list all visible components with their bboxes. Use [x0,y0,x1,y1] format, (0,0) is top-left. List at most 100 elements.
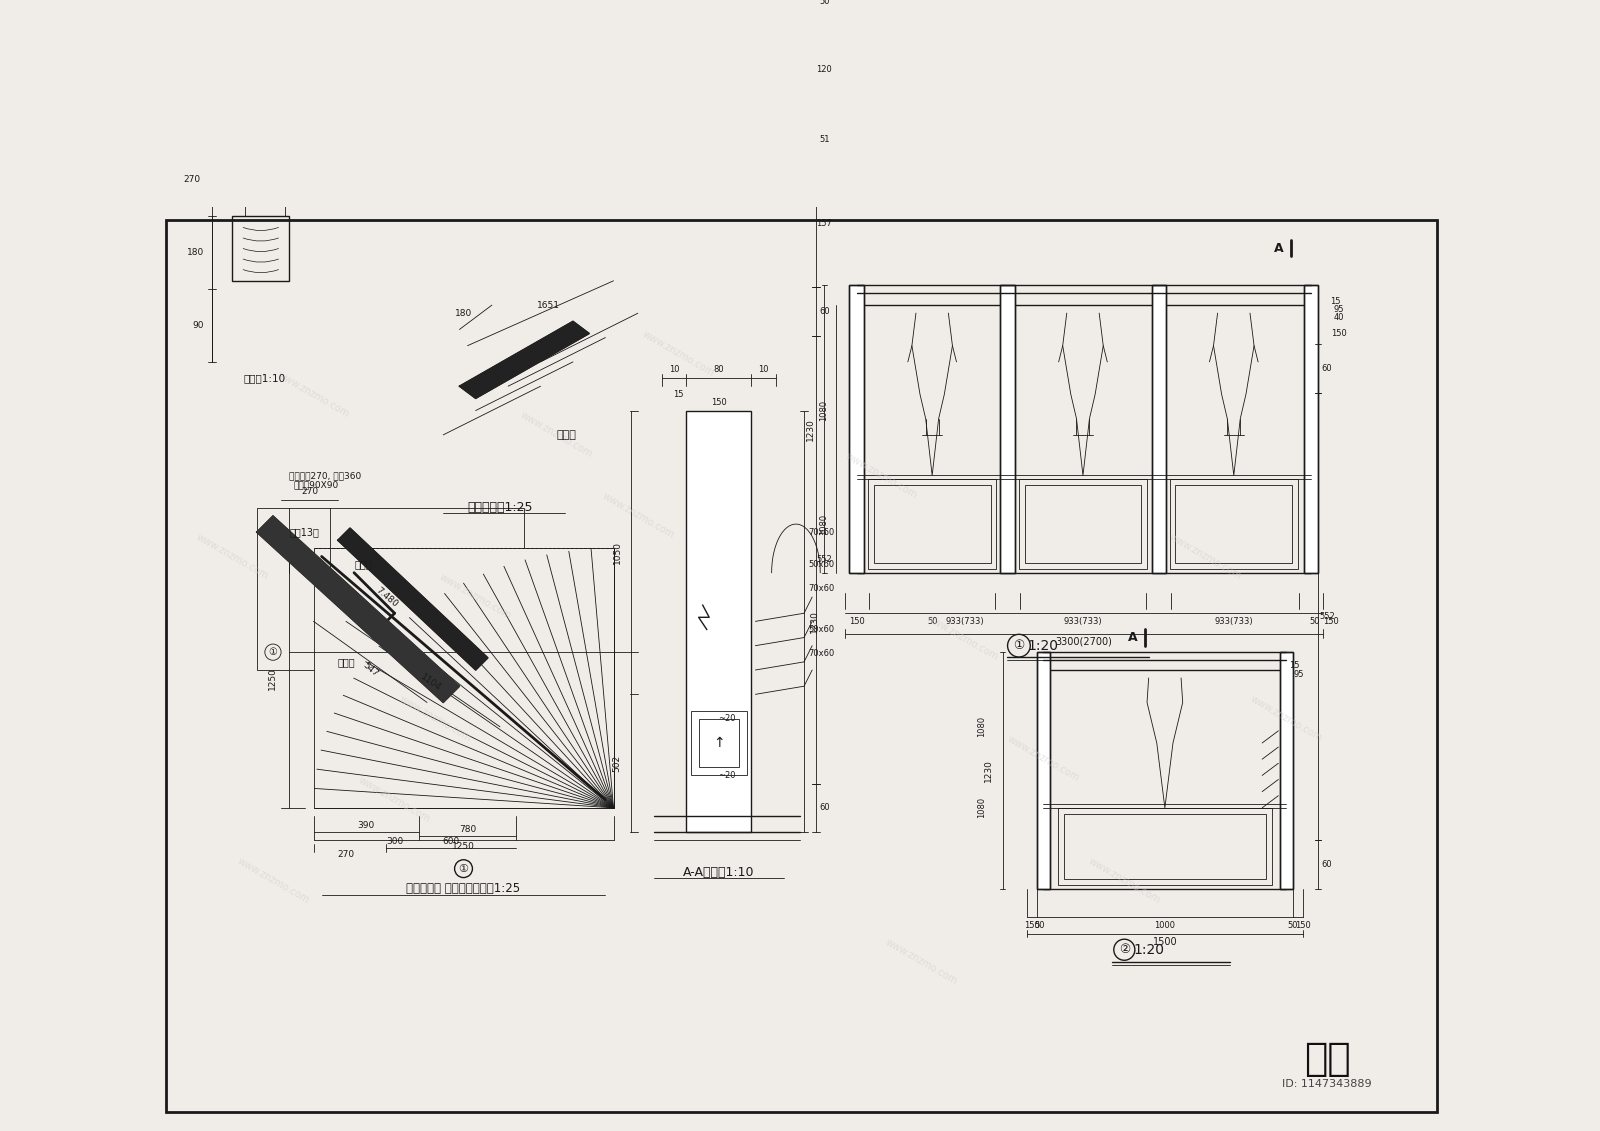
Text: 60: 60 [819,803,830,812]
Text: 1:20: 1:20 [1027,639,1059,653]
Text: 知末: 知末 [1304,1041,1350,1078]
Text: 933(733): 933(733) [1214,616,1253,625]
Text: 180: 180 [187,248,205,257]
Text: 51: 51 [819,135,829,144]
Bar [1058,808,1272,884]
Text: 1230: 1230 [984,759,994,782]
Text: 1230: 1230 [810,610,819,632]
Text: www.znzmo.com: www.znzmo.com [357,775,432,824]
Text: 1080: 1080 [819,513,829,535]
Bar [874,485,990,563]
Text: www.znzmo.com: www.znzmo.com [1005,734,1082,784]
Bar [856,305,1310,572]
Polygon shape [459,321,589,398]
Text: ~20: ~20 [718,714,736,723]
Text: 80: 80 [714,365,725,374]
Text: 10: 10 [669,365,680,374]
Bar [1170,480,1298,569]
Text: 390: 390 [357,821,374,830]
Text: 270: 270 [182,175,200,184]
Text: 547: 547 [362,661,379,679]
Text: 50: 50 [1310,616,1320,625]
Text: 15: 15 [674,390,683,399]
Text: 50: 50 [1034,921,1045,930]
Bar [686,411,752,832]
Text: ②: ② [1118,943,1130,956]
Bar [1152,285,1166,572]
Text: 1:20: 1:20 [1133,943,1165,957]
Bar [1037,653,1050,889]
Text: www.znzmo.com: www.znzmo.com [640,329,717,379]
Text: 150: 150 [1024,921,1040,930]
Bar [1019,480,1147,569]
Bar [1152,285,1166,572]
Text: 1250: 1250 [269,666,277,690]
Text: www.znzmo.com: www.znzmo.com [1086,856,1162,906]
Text: 40: 40 [1334,313,1344,322]
Text: 157: 157 [816,219,832,228]
Bar [1043,670,1286,889]
Text: 933(733): 933(733) [1064,616,1102,625]
Text: 70x60: 70x60 [808,649,834,658]
Text: 方椽径90X90: 方椽径90X90 [293,481,339,490]
Text: 60: 60 [1322,860,1333,869]
Text: 50x60: 50x60 [808,560,834,569]
Text: 1500: 1500 [1152,936,1178,947]
Text: 150: 150 [1294,921,1310,930]
Text: ↑: ↑ [714,736,725,750]
Text: 15: 15 [1330,296,1341,305]
Text: 150: 150 [1331,329,1347,338]
Text: 角梁大样图1:25: 角梁大样图1:25 [467,501,533,515]
Text: 95: 95 [1334,304,1344,313]
Text: 150: 150 [850,616,864,625]
Text: A: A [1128,631,1138,644]
Text: 60: 60 [1322,364,1333,373]
Text: 老角梁: 老角梁 [338,657,355,667]
Text: 502: 502 [613,754,622,771]
Text: www.znzmo.com: www.znzmo.com [925,613,1000,663]
Bar [850,285,864,572]
Text: 120: 120 [816,66,832,75]
Text: 1080: 1080 [978,797,987,819]
Text: www.znzmo.com: www.znzmo.com [235,856,310,906]
Text: 552: 552 [1318,612,1334,621]
Text: 1080: 1080 [978,716,987,737]
Text: 1250: 1250 [453,843,475,852]
Polygon shape [338,528,488,670]
Text: 起翘13椽: 起翘13椽 [290,527,318,537]
Text: 60: 60 [819,308,830,317]
Text: ①: ① [1013,639,1024,653]
Text: ID: 1147343889: ID: 1147343889 [1282,1079,1371,1088]
Text: 70x60: 70x60 [808,528,834,537]
Text: 270: 270 [301,487,318,497]
Bar [1176,485,1293,563]
Bar [232,216,290,280]
Text: 1104: 1104 [419,672,443,692]
Bar [850,285,864,572]
Text: 10: 10 [758,365,768,374]
Text: www.znzmo.com: www.znzmo.com [438,572,514,622]
Text: 50: 50 [819,0,829,6]
Bar [1037,653,1050,889]
Text: 翼角冲出270, 翘起360: 翼角冲出270, 翘起360 [290,470,362,480]
Text: 1000: 1000 [1154,921,1176,930]
Text: 大连檐: 大连檐 [557,430,576,440]
Bar [1304,285,1318,572]
Bar [1000,285,1014,572]
Text: www.znzmo.com: www.znzmo.com [275,370,352,418]
Text: 7.480: 7.480 [374,586,400,608]
Bar [1024,485,1141,563]
Text: A: A [1274,242,1283,254]
Text: 50: 50 [1288,921,1298,930]
Text: www.znzmo.com: www.znzmo.com [600,491,675,541]
Text: 90: 90 [192,321,205,330]
Text: www.znzmo.com: www.znzmo.com [397,694,474,743]
Text: 15: 15 [1290,662,1299,671]
Text: ①: ① [459,864,469,873]
Text: www.znzmo.com: www.znzmo.com [518,411,595,459]
Text: ①: ① [269,647,277,657]
Text: 50x60: 50x60 [808,625,834,634]
Text: 1050: 1050 [613,541,622,564]
Polygon shape [256,516,459,702]
Text: A-A剖面图1:10: A-A剖面图1:10 [683,866,755,879]
